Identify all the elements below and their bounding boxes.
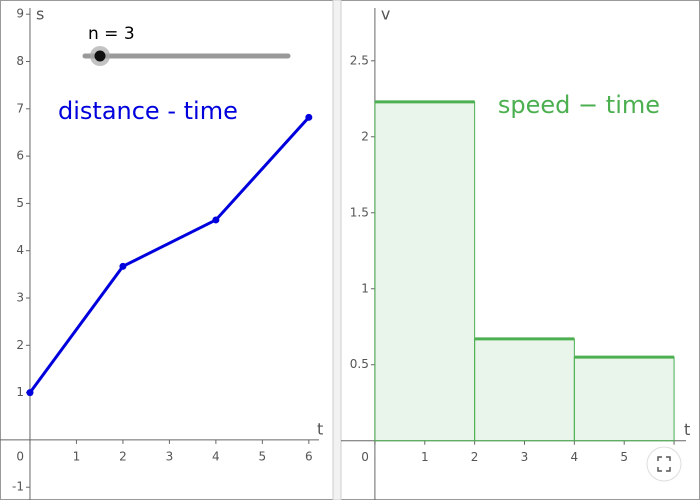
bar xyxy=(374,101,476,442)
y-tick-label: 0.5 xyxy=(350,357,369,371)
y-axis-label: v xyxy=(381,5,390,24)
y-tick-label: 5 xyxy=(16,196,24,210)
x-tick-label: 2 xyxy=(119,449,127,463)
slider-knob[interactable] xyxy=(94,50,106,62)
y-tick-label: 8 xyxy=(16,54,24,68)
annotation: speed − time xyxy=(498,91,660,119)
x-tick-label: 4 xyxy=(571,450,579,464)
y-tick-label: 7 xyxy=(16,101,24,115)
annotation: distance - time xyxy=(58,97,238,125)
divider xyxy=(332,0,342,500)
button-circle[interactable] xyxy=(646,446,682,482)
fullscreen-button[interactable] xyxy=(646,446,682,482)
x-tick-label: 5 xyxy=(259,449,267,463)
x-tick-label: 2 xyxy=(471,450,479,464)
x-tick-label: 0 xyxy=(16,449,24,463)
y-tick-label: 3 xyxy=(16,291,24,305)
y-tick-label: 1 xyxy=(361,281,369,295)
x-tick-label: 6 xyxy=(305,449,313,463)
y-tick-label: -1 xyxy=(12,480,24,494)
x-axis-label: t xyxy=(684,420,690,439)
x-tick-label: 3 xyxy=(521,450,529,464)
button-icon[interactable] xyxy=(657,456,671,472)
y-tick-label: 1.5 xyxy=(350,205,369,219)
x-tick-label: 4 xyxy=(212,449,220,463)
x-tick-label: 5 xyxy=(620,450,628,464)
x-tick-label: 3 xyxy=(166,449,174,463)
y-tick-label: 2 xyxy=(16,338,24,352)
x-tick-label: 0 xyxy=(361,450,369,464)
x-axis-label: t xyxy=(317,419,323,438)
y-axis-label: s xyxy=(36,5,44,24)
data-line xyxy=(28,116,310,394)
y-tick-label: 9 xyxy=(16,7,24,21)
data-point xyxy=(212,216,220,224)
x-tick-label: 1 xyxy=(73,449,81,463)
data-point xyxy=(119,262,127,270)
bar xyxy=(573,356,675,442)
y-tick-label: 1 xyxy=(16,385,24,399)
data-point xyxy=(26,389,34,397)
y-tick-label: 4 xyxy=(16,243,24,257)
data-point xyxy=(305,113,313,121)
x-tick-label: 1 xyxy=(421,450,429,464)
slider[interactable]: n = 3 xyxy=(82,24,291,66)
slider-label: n = 3 xyxy=(88,24,135,44)
y-tick-label: 2 xyxy=(361,129,369,143)
y-tick-label: 6 xyxy=(16,149,24,163)
y-tick-label: 2.5 xyxy=(350,53,369,67)
bar xyxy=(474,338,575,442)
